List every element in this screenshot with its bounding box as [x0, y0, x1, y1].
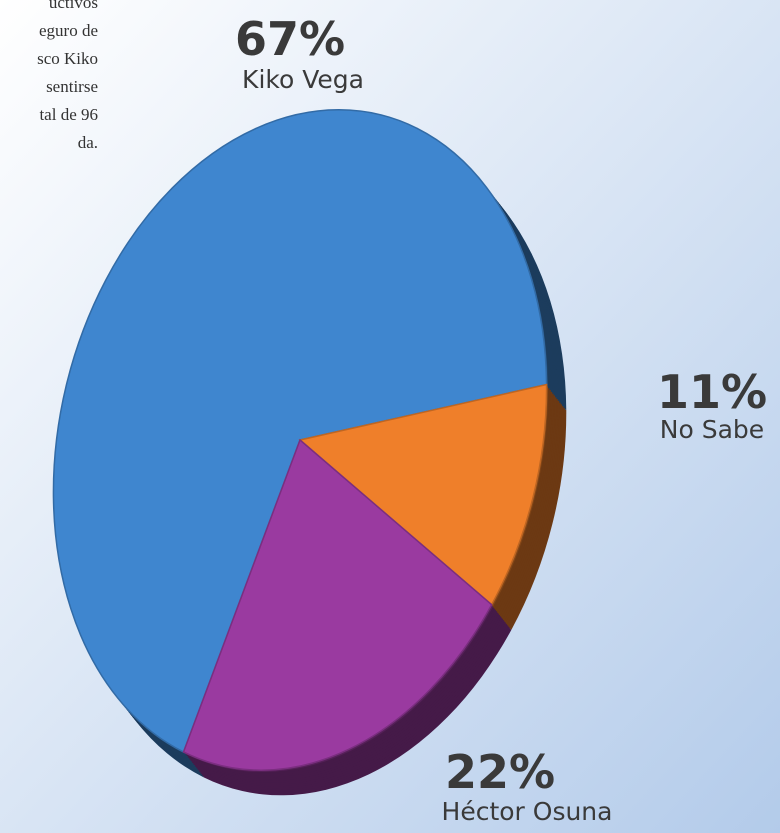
pie-slice: [182, 438, 493, 771]
note-line: eguro de: [39, 21, 98, 40]
note-line: da.: [78, 133, 98, 152]
category-label: Héctor Osuna: [442, 797, 613, 826]
category-label: No Sabe: [660, 415, 764, 444]
value-label: 11%: [657, 365, 767, 419]
note-line: sentirse: [46, 77, 98, 96]
note-line: uctivos: [49, 0, 98, 12]
notes: uctivos eguro de sco Kiko sentirse tal de 96…: [37, 0, 98, 152]
note-line: sco Kiko: [37, 49, 98, 68]
labels: 67%Kiko Vega 11%No Sabe 22%Héctor Osuna: [235, 12, 767, 826]
pie-slice: [298, 383, 548, 606]
note-line: tal de 96: [39, 105, 98, 124]
pie: [52, 109, 567, 796]
pie-slice: [52, 109, 548, 754]
value-label: 67%: [235, 12, 345, 66]
category-label: Kiko Vega: [242, 65, 364, 94]
value-label: 22%: [445, 745, 555, 799]
